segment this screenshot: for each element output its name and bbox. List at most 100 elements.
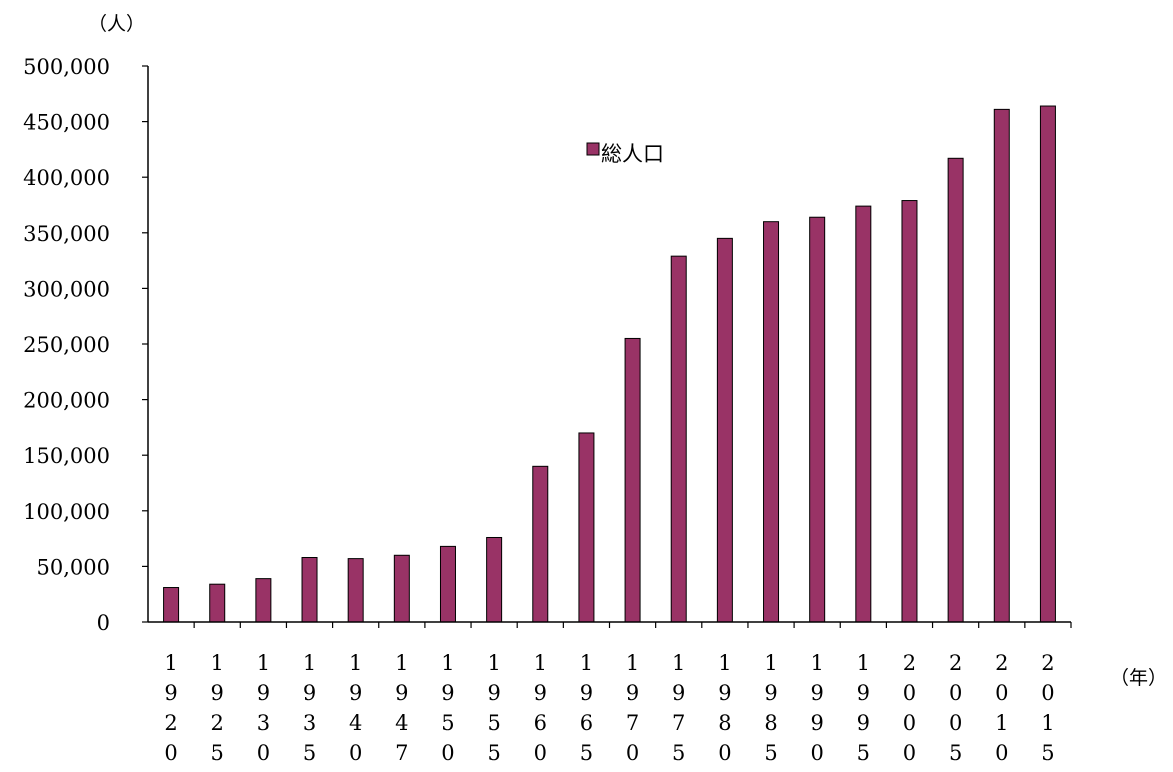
x-category-char: 8 <box>764 711 777 735</box>
x-category-char: 9 <box>626 681 639 705</box>
x-category-char: 7 <box>395 741 408 765</box>
axes <box>147 66 1072 628</box>
x-category-char: 0 <box>810 741 823 765</box>
x-category-char: 5 <box>857 741 870 765</box>
x-category-char: 9 <box>580 681 593 705</box>
x-category-char: 1 <box>349 651 362 675</box>
bar-1947 <box>393 554 410 623</box>
x-category-char: 7 <box>626 711 639 735</box>
y-tick-label: 350,000 <box>23 222 110 246</box>
x-axis-category-labels: 1920192519301935194019471950195519601965… <box>164 651 1054 765</box>
x-category-char: 7 <box>672 711 685 735</box>
x-category-char: 9 <box>764 681 777 705</box>
bar-1990 <box>809 216 826 623</box>
x-category-char: 3 <box>257 711 270 735</box>
x-axis-unit-label: （年） <box>1110 667 1167 689</box>
x-category-char: 0 <box>1041 681 1054 705</box>
y-tick-label: 50,000 <box>37 555 110 579</box>
x-category-char: 5 <box>441 711 454 735</box>
bar-1930 <box>255 578 272 623</box>
x-category-char: 1 <box>810 651 823 675</box>
x-category-char: 2 <box>903 651 916 675</box>
x-category-char: 3 <box>303 711 316 735</box>
x-category-char: 1 <box>580 651 593 675</box>
x-category-char: 1 <box>1041 711 1054 735</box>
x-category-char: 9 <box>211 681 224 705</box>
x-category-char: 8 <box>718 711 731 735</box>
x-category-char: 9 <box>810 681 823 705</box>
x-category-char: 5 <box>1041 741 1054 765</box>
bar-1935 <box>301 557 318 623</box>
x-category-char: 6 <box>580 711 593 735</box>
x-category-char: 9 <box>534 681 547 705</box>
x-category-char: 1 <box>487 651 500 675</box>
x-category-char: 2 <box>211 711 224 735</box>
x-category-char: 5 <box>580 741 593 765</box>
x-category-char: 1 <box>672 651 685 675</box>
x-category-char: 9 <box>672 681 685 705</box>
x-category-char: 9 <box>487 681 500 705</box>
x-category-char: 0 <box>949 681 962 705</box>
bar-2010 <box>993 108 1010 623</box>
y-axis-ticks: 0 50,000 100,000 150,000 200,000 250,000 300,0… <box>23 55 148 635</box>
y-tick-label: 450,000 <box>23 111 110 135</box>
legend: 総人口 <box>586 142 664 166</box>
y-tick-label: 250,000 <box>23 333 110 357</box>
bar-1920 <box>163 587 180 623</box>
y-tick-label: 400,000 <box>23 166 110 190</box>
y-tick-label: 500,000 <box>23 55 110 79</box>
x-category-char: 0 <box>534 741 547 765</box>
bar-1970 <box>624 337 641 623</box>
x-category-char: 0 <box>626 741 639 765</box>
x-category-char: 1 <box>303 651 316 675</box>
bar-2000 <box>901 200 918 623</box>
x-category-char: 1 <box>441 651 454 675</box>
bar-1955 <box>486 536 503 623</box>
bar-1995 <box>855 205 872 623</box>
x-category-char: 1 <box>211 651 224 675</box>
bar-2015 <box>1039 105 1056 623</box>
x-category-char: 1 <box>626 651 639 675</box>
x-category-char: 0 <box>718 741 731 765</box>
bar-series <box>163 105 1056 623</box>
y-tick-label: 150,000 <box>23 444 110 468</box>
x-category-char: 0 <box>903 711 916 735</box>
x-category-char: 0 <box>257 741 270 765</box>
x-category-char: 5 <box>672 741 685 765</box>
x-category-char: 0 <box>903 681 916 705</box>
x-category-char: 9 <box>164 681 177 705</box>
x-category-char: 9 <box>395 681 408 705</box>
x-category-char: 0 <box>164 741 177 765</box>
legend-swatch <box>586 142 600 156</box>
x-category-char: 1 <box>164 651 177 675</box>
x-category-char: 9 <box>810 711 823 735</box>
x-category-char: 0 <box>995 681 1008 705</box>
bar-1960 <box>532 465 549 623</box>
x-category-char: 0 <box>949 711 962 735</box>
y-tick-label: 100,000 <box>23 500 110 524</box>
x-category-char: 1 <box>718 651 731 675</box>
x-category-char: 5 <box>487 741 500 765</box>
x-category-char: 6 <box>534 711 547 735</box>
x-category-char: 9 <box>441 681 454 705</box>
x-category-char: 9 <box>857 711 870 735</box>
x-category-char: 1 <box>764 651 777 675</box>
x-category-char: 9 <box>857 681 870 705</box>
x-category-char: 5 <box>764 741 777 765</box>
